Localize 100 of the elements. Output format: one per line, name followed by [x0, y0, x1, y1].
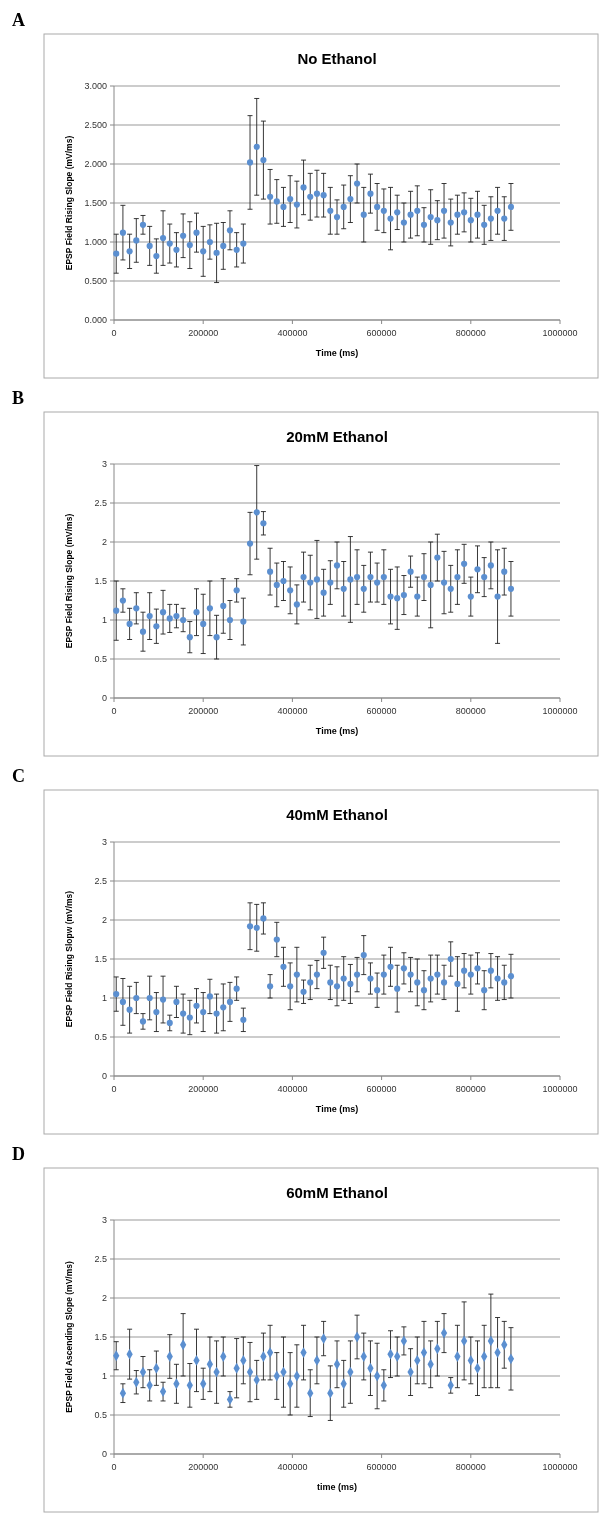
point: [193, 229, 200, 236]
x-tick-label: 0: [111, 1462, 117, 1472]
point: [273, 936, 280, 943]
text: C: [12, 766, 25, 786]
point: [153, 623, 160, 630]
point: [253, 509, 260, 516]
point: [300, 184, 307, 191]
x-tick-label: 600000: [366, 328, 397, 338]
x-tick-label: 0: [111, 706, 117, 716]
point: [501, 568, 508, 575]
point: [447, 585, 454, 592]
point: [387, 593, 394, 600]
y-tick-label: 1.5: [94, 954, 107, 965]
point: [213, 634, 220, 641]
point: [246, 540, 254, 547]
point: [400, 591, 407, 599]
point: [126, 620, 133, 627]
point: [206, 238, 213, 246]
point: [447, 955, 454, 963]
y-tick-label: 0.500: [84, 276, 107, 287]
point: [193, 1002, 200, 1009]
y-tick-label: 2: [101, 1293, 107, 1304]
point: [119, 998, 127, 1005]
point: [481, 221, 488, 228]
point: [507, 585, 515, 592]
point: [487, 215, 494, 222]
point: [307, 579, 314, 586]
point: [267, 193, 274, 200]
point: [320, 192, 327, 199]
y-tick-label: 1.000: [84, 237, 107, 248]
point: [206, 605, 213, 612]
point: [186, 634, 193, 641]
y-tick-label: 0: [101, 1071, 107, 1082]
point: [447, 219, 454, 226]
point: [333, 213, 341, 221]
point: [267, 983, 274, 990]
point: [380, 574, 387, 581]
x-tick-label: 1000000: [542, 1462, 578, 1472]
point: [340, 585, 347, 592]
point: [240, 1016, 247, 1023]
point: [240, 618, 247, 625]
point: [353, 971, 361, 978]
y-axis-title: EPSP Field Ascending Slope (mV/ms): [64, 1261, 74, 1413]
point: [481, 987, 488, 994]
point: [180, 616, 187, 624]
point: [353, 180, 361, 187]
point: [414, 593, 421, 600]
point: [293, 201, 300, 208]
point: [213, 1010, 220, 1017]
point: [380, 971, 387, 978]
point: [186, 1014, 193, 1021]
point: [126, 1006, 133, 1013]
y-tick-label: 0.5: [94, 654, 107, 665]
point: [139, 221, 147, 228]
y-tick-label: 0.000: [84, 315, 107, 326]
point: [193, 609, 200, 616]
point: [414, 207, 421, 214]
point: [353, 574, 361, 581]
y-tick-label: 1.5: [94, 1332, 107, 1343]
point: [180, 232, 187, 239]
point: [260, 520, 267, 527]
y-tick-label: 1: [101, 993, 107, 1004]
point: [166, 615, 173, 622]
point: [233, 587, 240, 594]
x-axis-title: Time (ms): [315, 726, 359, 736]
x-tick-label: 0: [111, 328, 117, 338]
point: [507, 973, 515, 980]
point: [427, 975, 434, 982]
x-tick-label: 400000: [277, 1084, 308, 1094]
point: [166, 1019, 173, 1027]
point: [180, 1010, 187, 1017]
point: [454, 980, 461, 988]
point: [474, 211, 481, 218]
point: [133, 994, 140, 1002]
point: [220, 1004, 227, 1011]
y-tick-label: 1.500: [84, 198, 107, 209]
x-tick-label: 800000: [455, 1084, 486, 1094]
point: [153, 1008, 160, 1016]
point: [461, 967, 468, 974]
point: [454, 211, 461, 218]
y-tick-label: 0: [101, 1449, 107, 1460]
point: [146, 994, 153, 1002]
point: [360, 211, 367, 218]
y-tick-label: 3: [101, 459, 107, 470]
y-tick-label: 3: [101, 837, 107, 848]
point: [467, 217, 474, 224]
x-axis-title: Time (ms): [315, 1104, 359, 1114]
x-tick-label: 800000: [455, 706, 486, 716]
y-tick-label: 3.000: [84, 81, 107, 92]
y-tick-label: 0.5: [94, 1032, 107, 1043]
point: [320, 949, 327, 956]
point: [374, 987, 381, 994]
point: [407, 971, 414, 978]
y-tick-label: 2.000: [84, 159, 107, 170]
x-tick-label: 800000: [455, 1462, 486, 1472]
point: [467, 593, 474, 600]
point: [220, 242, 227, 249]
point: [367, 975, 374, 982]
point: [273, 198, 280, 205]
point: [126, 248, 133, 255]
